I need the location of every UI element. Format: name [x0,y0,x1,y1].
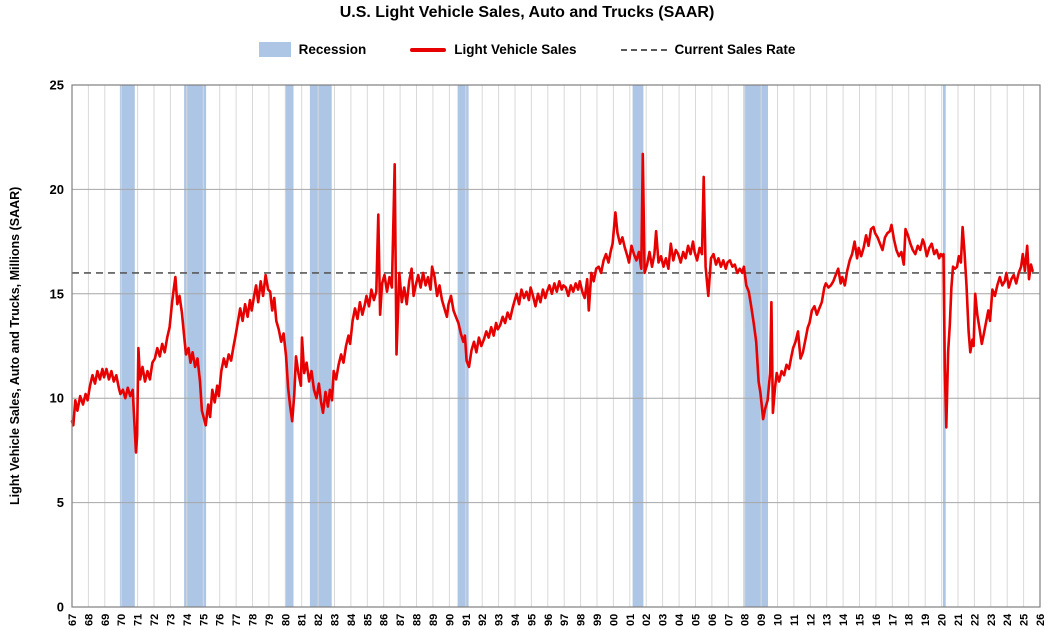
x-tick-label: 05 [691,614,703,626]
x-tick-label: 82 [313,614,325,626]
recession-band [632,85,644,607]
x-tick-label: 96 [543,614,555,626]
legend-item-sales: Light Vehicle Sales [410,42,577,57]
recession-band [285,85,294,607]
y-tick-labels: 0 5 10 15 20 25 [50,78,64,615]
y-tick-label: 5 [57,495,64,510]
x-tick-label: 04 [674,613,686,626]
x-tick-label: 14 [838,613,850,626]
x-tick-label: 73 [165,614,177,626]
chart-legend: Recession Light Vehicle Sales Current Sa… [0,42,1054,57]
x-tick-label: 99 [592,614,604,626]
y-tick-label: 10 [50,391,64,406]
x-tick-label: 84 [346,613,358,626]
plot-border [71,84,1041,608]
chart-title: U.S. Light Vehicle Sales, Auto and Truck… [339,4,715,21]
x-tick-label: 23 [986,614,998,626]
x-tick-label: 79 [264,614,276,626]
legend-label-current: Current Sales Rate [674,42,796,57]
x-tick-label: 07 [723,614,735,626]
x-tick-label: 67 [67,614,79,626]
x-tick-label: 70 [116,614,128,626]
x-tick-label: 09 [756,614,768,626]
horizontal-gridlines [72,188,1040,504]
y-tick-label: 15 [50,286,64,301]
x-tick-label: 98 [576,614,588,626]
x-tick-label: 72 [149,614,161,626]
x-tick-label: 20 [937,614,949,626]
x-tick-labels: 67 68 69 70 71 72 73 74 75 76 77 78 79 80 81 82 83 84 85 86… [67,613,1047,626]
current-rate-swatch-icon [620,48,667,51]
x-tick-label: 06 [707,614,719,626]
x-tick-label: 76 [215,614,227,626]
x-tick-label: 69 [100,614,112,626]
x-tick-label: 00 [608,614,620,626]
x-tick-label: 26 [1035,614,1047,626]
x-tick-label: 91 [461,614,473,626]
legend-label-sales: Light Vehicle Sales [454,42,577,57]
x-tick-label: 12 [805,614,817,626]
x-tick-label: 08 [740,614,752,626]
recession-swatch-icon [258,42,291,57]
x-tick-label: 93 [494,614,506,626]
recession-bands [119,85,946,607]
legend-item-recession: Recession [258,42,367,57]
x-tick-label: 17 [887,614,899,626]
x-tick-label: 80 [280,614,292,626]
x-tick-label: 77 [231,614,243,626]
x-tick-label: 81 [297,614,309,626]
y-tick-label: 25 [50,78,64,93]
x-tick-label: 19 [920,614,932,626]
x-tick-label: 10 [773,614,785,626]
y-tick-label: 20 [50,182,64,197]
recession-band [309,85,332,607]
sales-line [70,152,1034,454]
x-tick-label: 15 [855,614,867,626]
x-tick-label: 13 [822,614,834,626]
x-tick-label: 02 [641,614,653,626]
x-tick-label: 11 [789,614,801,626]
x-tick-label: 74 [182,613,194,626]
x-tick-label: 18 [904,614,916,626]
x-tick-label: 78 [248,614,260,626]
x-tick-label: 94 [510,613,522,626]
x-tick-label: 71 [133,614,145,626]
vertical-gridlines [71,85,1041,607]
legend-label-recession: Recession [298,42,367,57]
x-tick-label: 89 [428,614,440,626]
x-tick-label: 24 [1002,613,1014,626]
sales-line-swatch-icon [410,47,447,52]
x-tick-label: 22 [969,614,981,626]
x-tick-label: 21 [953,614,965,626]
recession-band [184,85,207,607]
x-tick-label: 85 [362,614,374,626]
x-tick-label: 97 [559,614,571,626]
x-tick-label: 01 [625,614,637,626]
x-tick-label: 88 [412,614,424,626]
legend-item-current: Current Sales Rate [620,42,796,57]
x-tick-label: 86 [379,614,391,626]
x-tick-label: 87 [395,614,407,626]
recession-band [457,85,469,607]
y-tick-label: 0 [57,600,64,615]
x-tick-label: 25 [1019,614,1031,626]
x-tick-label: 16 [871,614,883,626]
x-tick-label: 95 [526,614,538,626]
x-tick-label: 68 [83,614,95,626]
x-tick-label: 90 [444,614,456,626]
x-tick-label: 03 [658,614,670,626]
x-tick-label: 83 [330,614,342,626]
x-tick-label: 92 [477,614,489,626]
recession-band [119,85,135,607]
x-tick-label: 75 [198,614,210,626]
